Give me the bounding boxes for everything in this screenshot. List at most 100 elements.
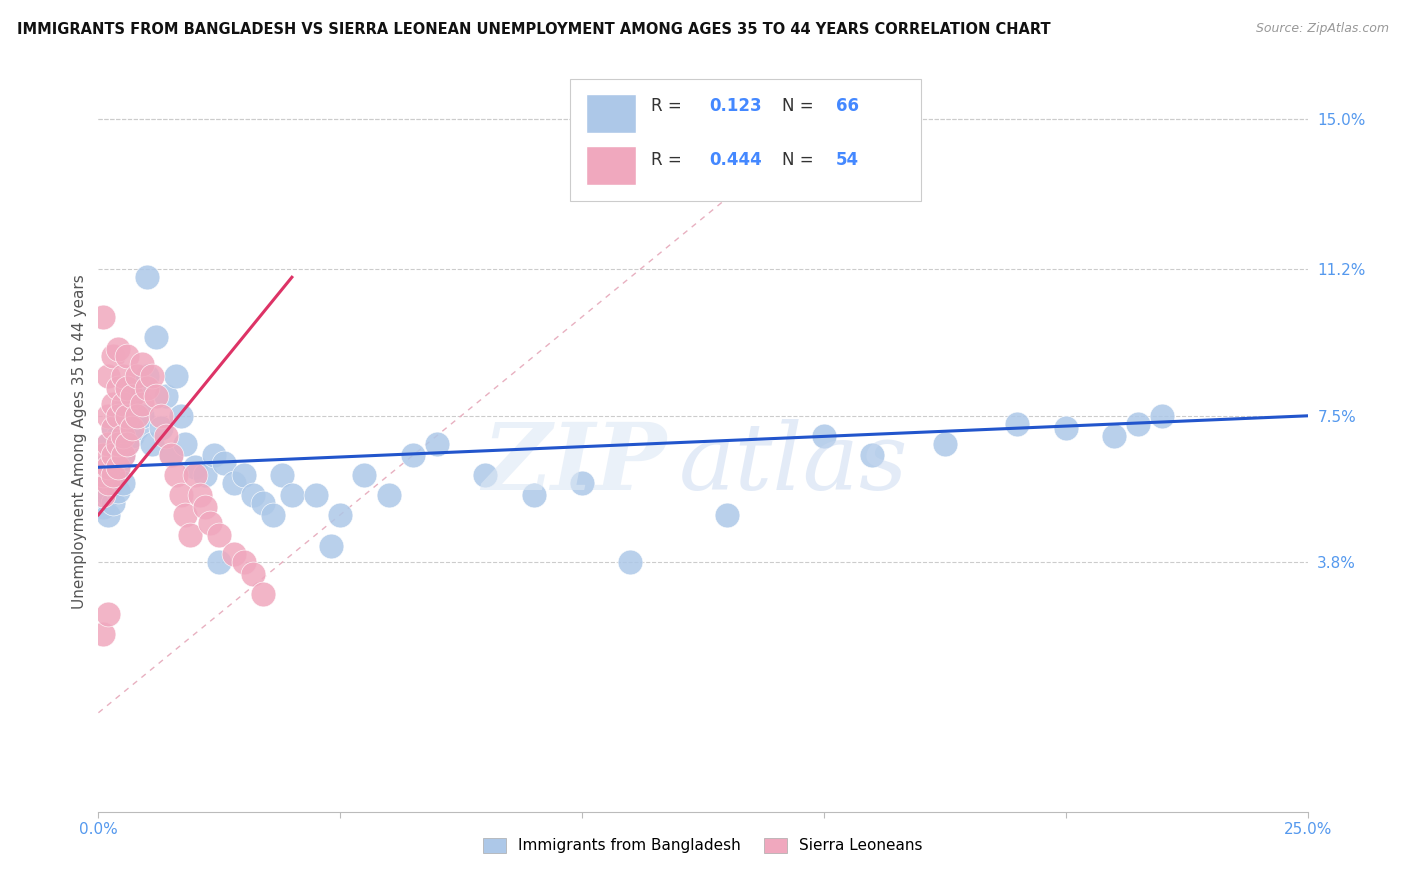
Point bbox=[131, 397, 153, 411]
Point bbox=[97, 436, 120, 450]
Point bbox=[860, 449, 883, 463]
Point bbox=[160, 449, 183, 463]
Point bbox=[174, 508, 197, 522]
Point bbox=[101, 449, 124, 463]
Point bbox=[165, 369, 187, 384]
Point bbox=[121, 389, 143, 403]
Point bbox=[117, 409, 139, 423]
Point bbox=[141, 369, 163, 384]
Point bbox=[242, 567, 264, 582]
Point bbox=[184, 468, 207, 483]
Point bbox=[91, 488, 114, 502]
Text: 66: 66 bbox=[837, 97, 859, 115]
Point bbox=[204, 449, 226, 463]
Point bbox=[97, 436, 120, 450]
Point bbox=[91, 449, 114, 463]
Point bbox=[117, 350, 139, 364]
Point bbox=[91, 480, 114, 494]
Point bbox=[934, 436, 956, 450]
Bar bbox=[586, 95, 637, 133]
Point bbox=[101, 476, 124, 491]
Point bbox=[281, 488, 304, 502]
Point bbox=[101, 420, 124, 434]
Point bbox=[150, 409, 173, 423]
Point bbox=[319, 540, 342, 554]
Point bbox=[97, 468, 120, 483]
Point bbox=[160, 449, 183, 463]
Text: R =: R = bbox=[651, 97, 688, 115]
Point bbox=[232, 555, 254, 569]
Point bbox=[155, 428, 177, 442]
Point bbox=[188, 488, 211, 502]
Point bbox=[208, 527, 231, 541]
Point bbox=[169, 488, 191, 502]
Point bbox=[179, 527, 201, 541]
Point bbox=[111, 397, 134, 411]
Point bbox=[91, 468, 114, 483]
Point bbox=[111, 476, 134, 491]
Point bbox=[117, 436, 139, 450]
Point bbox=[262, 508, 284, 522]
Point bbox=[135, 381, 157, 395]
Point bbox=[402, 449, 425, 463]
Point bbox=[111, 449, 134, 463]
Point bbox=[305, 488, 328, 502]
Point bbox=[107, 460, 129, 475]
Point bbox=[1152, 409, 1174, 423]
Point bbox=[107, 460, 129, 475]
Point bbox=[117, 397, 139, 411]
Text: IMMIGRANTS FROM BANGLADESH VS SIERRA LEONEAN UNEMPLOYMENT AMONG AGES 35 TO 44 YE: IMMIGRANTS FROM BANGLADESH VS SIERRA LEO… bbox=[17, 22, 1050, 37]
Text: atlas: atlas bbox=[679, 418, 908, 508]
Point bbox=[107, 436, 129, 450]
Point bbox=[107, 428, 129, 442]
Legend: Immigrants from Bangladesh, Sierra Leoneans: Immigrants from Bangladesh, Sierra Leone… bbox=[477, 831, 929, 860]
FancyBboxPatch shape bbox=[569, 78, 921, 201]
Point bbox=[117, 381, 139, 395]
Point bbox=[329, 508, 352, 522]
Point bbox=[716, 508, 738, 522]
Point bbox=[121, 420, 143, 434]
Point bbox=[242, 488, 264, 502]
Point bbox=[813, 428, 835, 442]
Point bbox=[271, 468, 294, 483]
Point bbox=[91, 626, 114, 640]
Point bbox=[91, 500, 114, 514]
Point bbox=[131, 357, 153, 371]
Point bbox=[107, 483, 129, 498]
Point bbox=[252, 496, 274, 510]
Point bbox=[150, 420, 173, 434]
Point bbox=[127, 420, 149, 434]
Point bbox=[101, 456, 124, 470]
Point bbox=[111, 428, 134, 442]
Text: N =: N = bbox=[782, 152, 818, 169]
Point bbox=[91, 310, 114, 324]
Point bbox=[91, 460, 114, 475]
Point bbox=[117, 436, 139, 450]
Point bbox=[135, 270, 157, 285]
Point bbox=[155, 389, 177, 403]
Point bbox=[252, 587, 274, 601]
Point bbox=[97, 369, 120, 384]
Point bbox=[194, 500, 217, 514]
Point bbox=[111, 449, 134, 463]
Text: Source: ZipAtlas.com: Source: ZipAtlas.com bbox=[1256, 22, 1389, 36]
Point bbox=[101, 420, 124, 434]
Text: 0.444: 0.444 bbox=[709, 152, 762, 169]
Point bbox=[107, 342, 129, 356]
Point bbox=[97, 476, 120, 491]
Point bbox=[198, 516, 221, 530]
Point bbox=[145, 389, 167, 403]
Point bbox=[121, 428, 143, 442]
Point bbox=[619, 555, 641, 569]
Point bbox=[111, 369, 134, 384]
Point bbox=[135, 369, 157, 384]
Point bbox=[165, 468, 187, 483]
Point bbox=[111, 409, 134, 423]
Point bbox=[121, 389, 143, 403]
Point bbox=[1128, 417, 1150, 431]
Point bbox=[131, 409, 153, 423]
Point bbox=[97, 508, 120, 522]
Point bbox=[212, 456, 235, 470]
Point bbox=[474, 468, 496, 483]
Point bbox=[1054, 420, 1077, 434]
